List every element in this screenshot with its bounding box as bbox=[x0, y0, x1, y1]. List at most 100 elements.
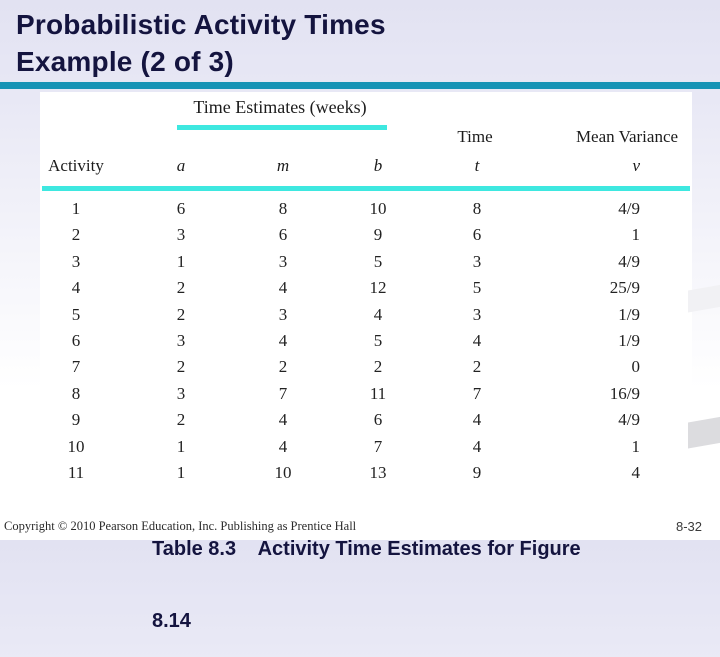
table-cell-activity: 10 bbox=[67, 436, 85, 456]
table-cell-t: 3 bbox=[472, 251, 482, 271]
table-cell-v: 4 bbox=[631, 462, 641, 482]
table-cell-b: 6 bbox=[373, 410, 383, 430]
table-cell-activity: 8 bbox=[71, 383, 81, 403]
slide-title-line2: Example (2 of 3) bbox=[16, 46, 234, 77]
table-cell-a: 3 bbox=[176, 383, 186, 403]
table-cell-v: 4/9 bbox=[618, 251, 640, 271]
column-header-v: v bbox=[632, 156, 640, 175]
table-group-header: Time Estimates (weeks) bbox=[193, 97, 367, 117]
column-header-b: b bbox=[373, 156, 383, 175]
table-cell-m: 4 bbox=[278, 410, 288, 430]
table-row: 5 2 3 4 3 1/9 bbox=[40, 302, 692, 328]
column-header-mean-variance: Mean Variance bbox=[575, 127, 679, 146]
table-cell-a: 2 bbox=[176, 278, 186, 298]
table-cell-m: 4 bbox=[278, 278, 288, 298]
table-cell-m: 10 bbox=[274, 462, 292, 482]
table-cell-t: 4 bbox=[472, 330, 482, 350]
table-cell-v: 1/9 bbox=[618, 330, 640, 350]
table-column-headers: Activity a m b t v bbox=[40, 155, 692, 177]
table-cell-activity: 3 bbox=[71, 251, 81, 271]
table-cell-m: 3 bbox=[278, 251, 288, 271]
group-header-underline bbox=[177, 125, 387, 130]
table-cell-a: 2 bbox=[176, 357, 186, 377]
table-header-rule bbox=[42, 186, 690, 191]
table-cell-b: 13 bbox=[369, 462, 387, 482]
table-cell-activity: 4 bbox=[71, 278, 81, 298]
table-row: 7 2 2 2 2 0 bbox=[40, 354, 692, 380]
table-row: 3 1 3 5 3 4/9 bbox=[40, 249, 692, 275]
table-caption-line1: Table 8.3 Activity Time Estimates for Fi… bbox=[152, 538, 581, 560]
table-cell-v: 1/9 bbox=[618, 304, 640, 324]
table-row: 8 3 7 11 7 16/9 bbox=[40, 381, 692, 407]
table-cell-activity: 9 bbox=[71, 410, 81, 430]
table-cell-a: 3 bbox=[176, 225, 186, 245]
slide-title-line1: Probabilistic Activity Times bbox=[16, 9, 386, 40]
table-cell-v: 0 bbox=[631, 357, 641, 377]
table-cell-b: 7 bbox=[373, 436, 383, 456]
table-cell-m: 8 bbox=[278, 199, 288, 218]
column-header-activity: Activity bbox=[48, 156, 104, 175]
table-cell-b: 2 bbox=[373, 357, 383, 377]
table-cell-m: 4 bbox=[278, 436, 288, 456]
table-cell-t: 4 bbox=[472, 410, 482, 430]
table-cell-m: 4 bbox=[278, 330, 288, 350]
table-cell-m: 3 bbox=[278, 304, 288, 324]
table-cell-b: 9 bbox=[373, 225, 383, 245]
page-number: 8-32 bbox=[675, 519, 702, 534]
table-cell-activity: 2 bbox=[71, 225, 81, 245]
table-row: 10 1 4 7 4 1 bbox=[40, 434, 692, 460]
table-cell-b: 5 bbox=[373, 251, 383, 271]
table-cell-a: 2 bbox=[176, 304, 186, 324]
table-caption: Table 8.3 Activity Time Estimates for Fi… bbox=[152, 489, 581, 657]
decorative-swoosh-shape bbox=[688, 415, 720, 449]
table-image-panel bbox=[40, 92, 692, 484]
table-cell-a: 6 bbox=[176, 199, 186, 218]
column-header-t: t bbox=[474, 156, 480, 175]
table-cell-t: 7 bbox=[472, 383, 482, 403]
table-cell-t: 4 bbox=[472, 436, 482, 456]
table-cell-m: 6 bbox=[278, 225, 288, 245]
table-cell-t: 6 bbox=[472, 225, 482, 245]
table-row: 11 1 10 13 9 4 bbox=[40, 460, 692, 486]
table-row: 4 2 4 12 5 25/9 bbox=[40, 275, 692, 301]
table-cell-b: 5 bbox=[373, 330, 383, 350]
table-cell-t: 8 bbox=[472, 199, 482, 218]
copyright-text: Copyright © 2010 Pearson Education, Inc.… bbox=[4, 519, 357, 533]
column-header-m: m bbox=[276, 156, 290, 175]
table-cell-b: 11 bbox=[369, 383, 387, 403]
table-cell-activity: 1 bbox=[71, 199, 81, 218]
table-cell-m: 7 bbox=[278, 383, 288, 403]
table-cell-t: 2 bbox=[472, 357, 482, 377]
table-cell-m: 2 bbox=[278, 357, 288, 377]
title-divider-rule bbox=[0, 82, 720, 89]
table-row: 1 6 8 10 8 4/9 bbox=[40, 196, 692, 222]
table-cell-t: 9 bbox=[472, 462, 482, 482]
table-cell-activity: 7 bbox=[71, 357, 81, 377]
table-cell-b: 10 bbox=[369, 199, 387, 218]
slide-title: Probabilistic Activity Times Example (2 … bbox=[16, 6, 706, 80]
table-cell-a: 3 bbox=[176, 330, 186, 350]
table-cell-b: 4 bbox=[373, 304, 383, 324]
table-cell-b: 12 bbox=[369, 278, 387, 298]
table-body: 1 6 8 10 8 4/9 2 3 6 9 6 1 3 1 3 5 3 4/9 4 2 4 12 5 25/9 5 2 3 4 3 1/… bbox=[40, 196, 692, 486]
table-caption-line2: 8.14 bbox=[152, 610, 191, 632]
table-cell-a: 1 bbox=[176, 436, 186, 456]
table-cell-v: 1 bbox=[631, 225, 641, 245]
table-cell-t: 3 bbox=[472, 304, 482, 324]
table-row: 2 3 6 9 6 1 bbox=[40, 222, 692, 248]
table-row: 9 2 4 6 4 4/9 bbox=[40, 407, 692, 433]
decorative-swoosh-shape bbox=[688, 283, 720, 313]
table-cell-t: 5 bbox=[472, 278, 482, 298]
table-cell-a: 1 bbox=[176, 251, 186, 271]
column-header-a: a bbox=[176, 156, 186, 175]
column-header-time: Time bbox=[457, 127, 493, 146]
table-cell-v: 16/9 bbox=[609, 383, 640, 403]
table-cell-a: 1 bbox=[176, 462, 186, 482]
table-cell-activity: 5 bbox=[71, 304, 81, 324]
table-cell-v: 4/9 bbox=[618, 199, 640, 218]
table-cell-activity: 6 bbox=[71, 330, 81, 350]
table-cell-v: 4/9 bbox=[618, 410, 640, 430]
table-cell-a: 2 bbox=[176, 410, 186, 430]
table-cell-activity: 11 bbox=[67, 462, 85, 482]
table-row: 6 3 4 5 4 1/9 bbox=[40, 328, 692, 354]
